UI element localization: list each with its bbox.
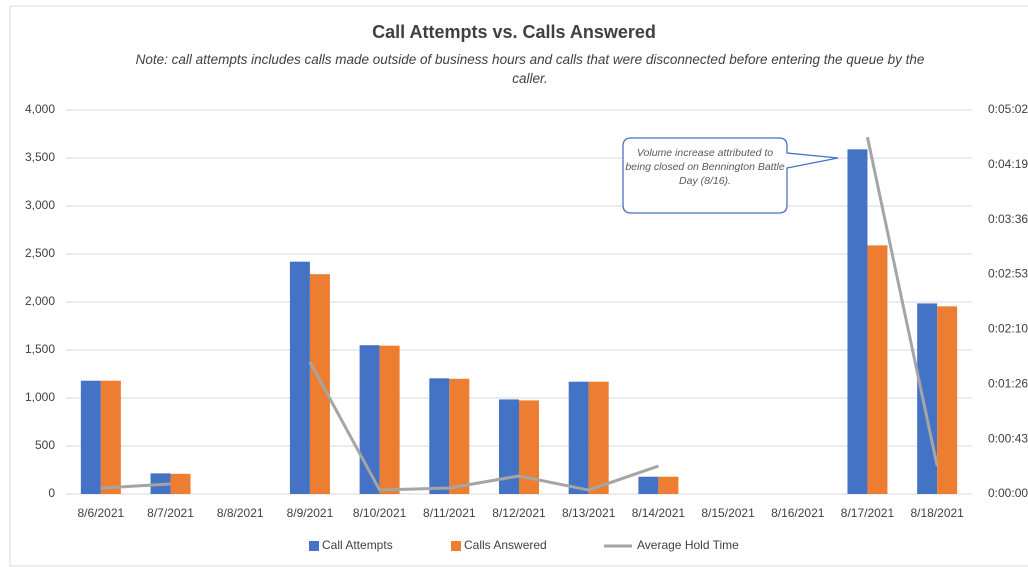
bar: [289, 261, 310, 494]
y-tick-label: 0: [48, 486, 55, 500]
y2-tick-label: 0:02:10: [988, 322, 1028, 336]
bar: [170, 473, 191, 494]
x-tick-label: 8/8/2021: [217, 506, 264, 520]
x-tick-label: 8/13/2021: [562, 506, 616, 520]
legend-label: Average Hold Time: [637, 538, 739, 552]
chart-subtitle: Note: call attempts includes calls made …: [135, 52, 925, 86]
bar: [499, 399, 519, 494]
legend-swatch: [309, 541, 319, 551]
y-tick-label: 1,500: [25, 342, 55, 356]
x-tick-label: 8/7/2021: [147, 506, 194, 520]
bar: [519, 400, 539, 494]
bar: [847, 149, 868, 495]
y2-tick-label: 0:03:36: [988, 212, 1028, 226]
bar: [429, 378, 450, 494]
y2-tick-label: 0:00:43: [988, 431, 1028, 445]
bar: [867, 245, 888, 494]
y-tick-label: 1,000: [25, 390, 55, 404]
bar: [658, 476, 679, 494]
bar: [379, 345, 400, 494]
y2-tick-label: 0:02:53: [988, 267, 1028, 281]
bar: [937, 306, 958, 494]
y2-tick-label: 0:00:00: [988, 486, 1028, 500]
x-tick-label: 8/18/2021: [910, 506, 964, 520]
y-tick-label: 2,000: [25, 294, 55, 308]
legend-swatch: [451, 541, 461, 551]
bar: [359, 345, 380, 494]
x-tick-label: 8/10/2021: [353, 506, 407, 520]
x-tick-label: 8/9/2021: [287, 506, 334, 520]
x-tick-label: 8/12/2021: [492, 506, 546, 520]
bar: [449, 378, 470, 494]
x-tick-label: 8/17/2021: [841, 506, 895, 520]
chart-border: [9, 5, 1028, 567]
callout-box: [622, 137, 839, 214]
line: [100, 136, 939, 492]
y2-tick-label: 0:05:02: [988, 102, 1028, 116]
annotation: Volume increase attributed to being clos…: [625, 147, 785, 187]
legend-label: Call Attempts: [322, 538, 393, 552]
y-tick-label: 3,000: [25, 198, 55, 212]
x-tick-label: 8/6/2021: [77, 506, 124, 520]
y2-tick-label: 0:04:19: [988, 157, 1028, 171]
y-tick-label: 3,500: [25, 150, 55, 164]
bar: [100, 380, 121, 494]
y-tick-label: 2,500: [25, 246, 55, 260]
bar: [80, 380, 101, 494]
y-tick-label: 4,000: [25, 102, 55, 116]
x-tick-label: 8/16/2021: [771, 506, 825, 520]
x-tick-label: 8/15/2021: [701, 506, 755, 520]
bar: [568, 381, 589, 494]
y-tick-label: 500: [35, 438, 55, 452]
y2-tick-label: 0:01:26: [988, 376, 1028, 390]
x-tick-label: 8/11/2021: [423, 506, 476, 520]
bar: [917, 303, 938, 494]
legend-label: Calls Answered: [464, 538, 547, 552]
bar: [588, 381, 609, 494]
bar: [309, 274, 330, 494]
x-tick-label: 8/14/2021: [632, 506, 686, 520]
bar: [638, 476, 659, 494]
chart-title: Call Attempts vs. Calls Answered: [372, 22, 656, 42]
